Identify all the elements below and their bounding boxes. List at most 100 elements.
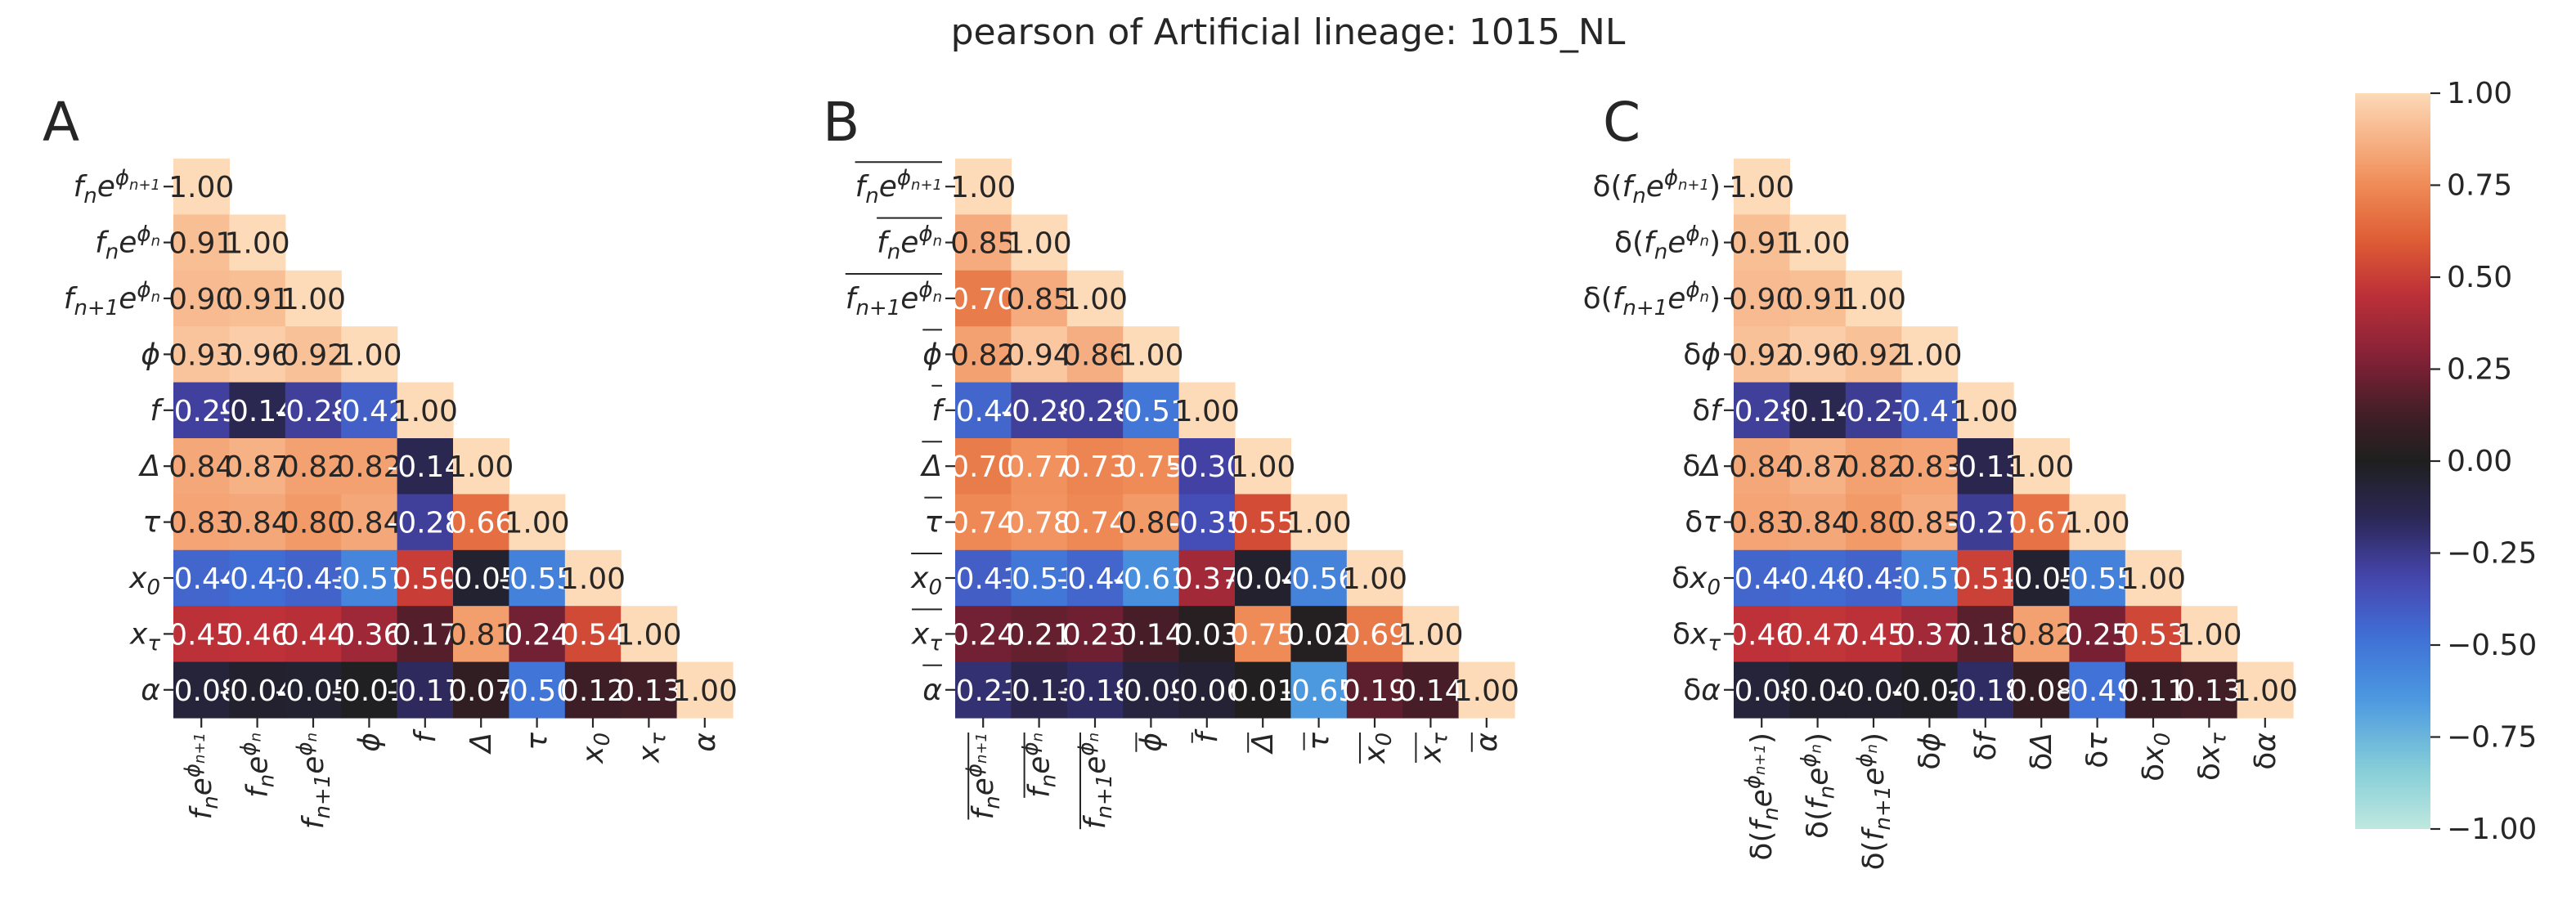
cell-value-label: -0.14 [219, 395, 295, 428]
heatmap-cell [1789, 214, 1847, 271]
cell-value-label: -0.44 [1057, 562, 1133, 596]
heatmap-cell [1178, 382, 1236, 439]
colorbar: 1.00 0.75 0.50 0.25 0.00 −0.25 −0.50 −0.75 −1.00 [2355, 77, 2537, 846]
heatmap-cell [1734, 382, 1790, 439]
heatmap-cell [341, 549, 398, 607]
heatmap-cell [229, 326, 286, 383]
cell-value-label: 1.00 [1729, 171, 1794, 204]
cell-value-label: 0.85 [1007, 283, 1072, 316]
panel-letter: B [823, 91, 859, 154]
cell-value-label: 1.00 [448, 450, 514, 484]
heatmap-cell [1178, 606, 1236, 663]
x-tick-label-group: fneϕn+1​ [963, 733, 1005, 820]
heatmap-cell [173, 159, 230, 215]
cell-value-label: 0.84 [168, 450, 234, 484]
x-tick-label-group: Δ [1246, 733, 1280, 755]
cell-value-label: 0.70 [950, 283, 1016, 316]
cell-value-label: -0.18 [1947, 674, 2023, 708]
heatmap-cell [285, 382, 342, 439]
cell-value-label: 1.00 [168, 171, 234, 204]
heatmap-cell [509, 606, 566, 663]
cell-value-label: -0.18 [1057, 674, 1133, 708]
cell-value-label: -0.08 [1724, 674, 1800, 708]
y-tick-label: fn+1eϕn​ [64, 278, 160, 320]
heatmap-cell [173, 606, 230, 663]
x-tick-label: ϕ [352, 733, 386, 752]
heatmap-cell [1734, 549, 1790, 607]
heatmap-cell [1178, 438, 1236, 495]
x-tick-label: Δ [464, 733, 498, 755]
heatmap-cell [1458, 661, 1515, 719]
heatmap-cell [397, 661, 454, 719]
cell-value-label: -0.14 [1779, 395, 1856, 428]
cell-value-label: 0.19 [1342, 674, 1407, 708]
heatmap-cell [1066, 270, 1124, 327]
cell-value-label: 1.00 [1286, 507, 1352, 540]
cell-value-label: 0.50 [393, 562, 458, 596]
x-tick-label: δΔ [2025, 733, 2058, 771]
heatmap-cell [1011, 549, 1068, 607]
cell-value-label: -0.41 [1892, 395, 1968, 428]
heatmap-cell [1178, 494, 1236, 551]
heatmap-cell [397, 438, 454, 495]
cell-value-label: -0.65 [1281, 674, 1357, 708]
y-tick-label: α [141, 674, 160, 707]
heatmap-cell [1123, 606, 1180, 663]
x-tick-label-group: δ(fneϕn+1) [1741, 733, 1784, 861]
cell-value-label: 0.14 [1118, 618, 1183, 652]
heatmap-cell [1901, 382, 1959, 439]
heatmap-cell [1123, 326, 1180, 383]
heatmap-cell [1789, 270, 1847, 327]
cell-value-label: -0.55 [499, 562, 575, 596]
y-tick-label: f [150, 394, 164, 428]
cell-value-label: 0.66 [448, 507, 514, 540]
cell-value-label: -0.05 [275, 674, 351, 708]
heatmap-cell [173, 549, 230, 607]
x-tick-label-group: τ [1303, 733, 1336, 750]
heatmap-cell [1011, 606, 1068, 663]
heatmap-cell [1789, 661, 1847, 719]
y-tick-label: δxτ​ [1672, 617, 1721, 656]
cell-value-label: -0.35 [1169, 507, 1245, 540]
cell-value-label: 0.53 [2120, 618, 2186, 652]
cell-value-label: 0.80 [1118, 507, 1183, 540]
y-tick-label: x0​ [910, 562, 942, 600]
heatmap-cell [509, 661, 566, 719]
cell-value-label: -0.14 [387, 450, 463, 484]
heatmap-cell [1290, 661, 1348, 719]
cell-value-label: -0.28 [1057, 395, 1133, 428]
cell-value-label: 0.07 [448, 674, 514, 708]
heatmap-cell [1734, 661, 1790, 719]
cell-value-label: -0.17 [387, 674, 463, 708]
cell-value-label: 1.00 [2233, 674, 2298, 708]
y-tick-label: δϕ [1683, 338, 1721, 371]
cell-value-label: -0.42 [331, 395, 407, 428]
heatmap-cell [397, 494, 454, 551]
cell-value-label: -0.04 [219, 674, 295, 708]
heatmap-cell [1178, 661, 1236, 719]
heatmap-cell [453, 549, 509, 607]
cell-value-label: -0.13 [1001, 674, 1077, 708]
y-tick-label: xτ​ [911, 617, 942, 656]
cell-value-label: 1.00 [1841, 283, 1906, 316]
cell-value-label: -0.43 [275, 562, 351, 596]
cell-value-label: -0.29 [164, 395, 240, 428]
heatmap-cell [397, 606, 454, 663]
cell-value-label: -0.02 [1892, 674, 1968, 708]
colorbar-tick-label: 0.00 [2447, 445, 2512, 478]
heatmap-cell [1290, 606, 1348, 663]
cell-value-label: -0.13 [1947, 450, 2023, 484]
y-tick-label: fn+1eϕn​ [846, 278, 942, 320]
colorbar-tick-label: −0.75 [2447, 721, 2537, 755]
x-tick-label-group: δx0​ [2137, 733, 2175, 782]
cell-value-label: 1.00 [1896, 338, 1962, 372]
heatmap-cell [1901, 549, 1959, 607]
heatmap-cell [2013, 438, 2070, 495]
cell-value-label: -0.27 [1947, 507, 2023, 540]
heatmap-cell [1845, 494, 1902, 551]
heatmap-cell [2069, 494, 2126, 551]
heatmap-cell [229, 549, 286, 607]
x-tick-label: xτ​ [632, 733, 671, 764]
heatmap-panel-a: A1.000.911.000.900.911.000.930.960.921.0… [43, 91, 738, 829]
